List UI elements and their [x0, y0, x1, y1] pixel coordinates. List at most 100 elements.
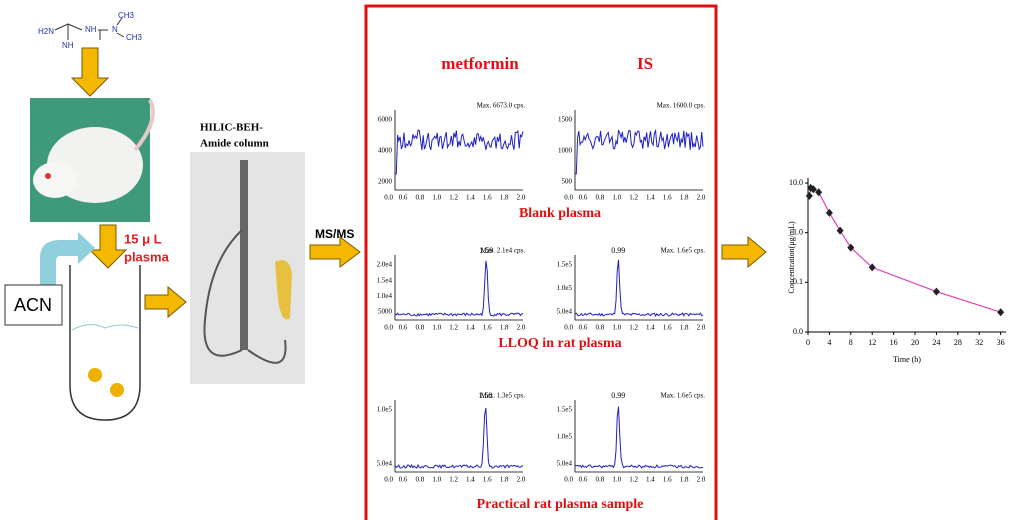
- x-tick-label: 1.4: [646, 476, 655, 484]
- axes: [575, 255, 703, 320]
- origin-label: 0.0: [384, 194, 393, 202]
- peak-label: 0.99: [611, 246, 625, 255]
- atom-label: H2N: [38, 27, 54, 36]
- y-tick-label: 1.5e5: [557, 406, 573, 414]
- axes: [575, 110, 703, 190]
- x-tick-label: 1.4: [646, 324, 655, 332]
- atom-label: N: [112, 25, 118, 34]
- y-tick-label: 1.0e4: [377, 292, 393, 300]
- origin-label: 0.0: [384, 324, 393, 332]
- y-tick-label: 5.0e4: [557, 460, 573, 468]
- x-tick-label: 1.6: [483, 476, 492, 484]
- x-tick-label: 1.8: [500, 476, 509, 484]
- y-tick-label: 5.0e4: [557, 308, 573, 316]
- y-tick-label: 10.0: [789, 178, 803, 187]
- row-caption: LLOQ in rat plasma: [498, 336, 621, 351]
- y-axis-label: Concentration(μg/mL): [787, 221, 796, 294]
- x-axis-label: Time (h): [893, 355, 921, 364]
- x-tick-label: 0.6: [399, 476, 408, 484]
- x-tick-label: 0.6: [579, 194, 588, 202]
- x-tick-label: 1.4: [466, 476, 475, 484]
- y-tick-label: 5000: [378, 308, 393, 316]
- rat-photo: [30, 98, 153, 222]
- peak-label: 0.99: [611, 391, 625, 400]
- axes: [395, 255, 523, 320]
- y-tick-label: 2.0e4: [377, 261, 393, 269]
- y-tick-label: 1.0e5: [557, 284, 573, 292]
- column-label: HILIC-BEH-: [200, 122, 263, 134]
- x-tick-label: 1.2: [629, 476, 638, 484]
- x-tick-label: 1.2: [449, 324, 458, 332]
- origin-label: 0.0: [564, 324, 573, 332]
- x-tick-label: 1.6: [483, 194, 492, 202]
- row-caption: Blank plasma: [519, 206, 601, 221]
- x-tick-label: 1.4: [466, 324, 475, 332]
- y-tick-label: 2000: [378, 178, 393, 186]
- x-tick-label: 0.6: [399, 324, 408, 332]
- x-tick-label: 1.0: [432, 476, 441, 484]
- x-tick-label: 0.8: [415, 194, 424, 202]
- x-tick-label: 1.8: [680, 324, 689, 332]
- row-caption: Practical rat plasma sample: [477, 497, 644, 512]
- tube: [70, 265, 140, 420]
- x-tick-label: 1.8: [680, 476, 689, 484]
- y-tick-label: 500: [562, 178, 573, 186]
- max-label: Max. 1.6e5 cps.: [660, 392, 705, 400]
- data-point: [826, 209, 833, 217]
- x-tick-label: 1.6: [483, 324, 492, 332]
- x-tick-label: 0.8: [595, 324, 604, 332]
- x-tick-label: 32: [975, 338, 983, 347]
- y-tick-label: 4000: [378, 147, 393, 155]
- arrow-right: [310, 237, 360, 267]
- y-tick-label: 1.0e5: [377, 406, 393, 414]
- x-tick-label: 1.6: [663, 324, 672, 332]
- y-tick-label: 6000: [378, 116, 393, 124]
- x-tick-label: 2.0: [697, 194, 706, 202]
- column-label: Amide column: [200, 138, 269, 150]
- x-tick-label: 4: [827, 338, 831, 347]
- x-tick-label: 1.0: [612, 476, 621, 484]
- y-tick-label: 1500: [558, 116, 573, 124]
- x-tick-label: 1.6: [663, 194, 672, 202]
- x-tick-label: 1.4: [646, 194, 655, 202]
- arrow-right: [145, 287, 186, 317]
- x-tick-label: 1.4: [466, 194, 475, 202]
- x-tick-label: 1.2: [629, 194, 638, 202]
- x-tick-label: 0.8: [415, 476, 424, 484]
- x-tick-label: 28: [954, 338, 962, 347]
- arrow-right: [722, 237, 766, 267]
- max-label: Max. 1.6e5 cps.: [660, 247, 705, 255]
- trace: [395, 130, 523, 174]
- x-tick-label: 8: [849, 338, 853, 347]
- arrow-down: [72, 48, 108, 96]
- origin-label: 0.0: [564, 476, 573, 484]
- x-tick-label: 12: [868, 338, 876, 347]
- x-tick-label: 0.8: [595, 476, 604, 484]
- x-tick-label: 1.2: [449, 194, 458, 202]
- y-tick-label: 1.5e4: [377, 276, 393, 284]
- x-tick-label: 2.0: [517, 194, 526, 202]
- arrow-down: [90, 225, 126, 268]
- column-header: IS: [637, 54, 653, 73]
- results-frame: [366, 6, 716, 520]
- x-tick-label: 1.8: [680, 194, 689, 202]
- x-tick-label: 0: [806, 338, 810, 347]
- data-point: [997, 308, 1004, 316]
- x-tick-label: 2.0: [517, 324, 526, 332]
- x-tick-label: 2.0: [517, 476, 526, 484]
- x-tick-label: 1.8: [500, 324, 509, 332]
- volume-label: 15 μ L: [124, 231, 162, 246]
- axes: [395, 400, 523, 472]
- trace: [395, 261, 523, 316]
- trace: [395, 408, 523, 468]
- origin-label: 0.0: [564, 194, 573, 202]
- fit-curve: [809, 188, 1000, 312]
- x-tick-label: 0.6: [399, 194, 408, 202]
- axes: [395, 110, 523, 190]
- atom-label: CH3: [126, 33, 143, 42]
- column-photo: [190, 152, 305, 384]
- max-label: Max. 1600.0 cps.: [657, 102, 706, 110]
- atom-label: CH3: [118, 11, 135, 20]
- column-header: metformin: [441, 54, 519, 73]
- x-tick-label: 2.0: [697, 476, 706, 484]
